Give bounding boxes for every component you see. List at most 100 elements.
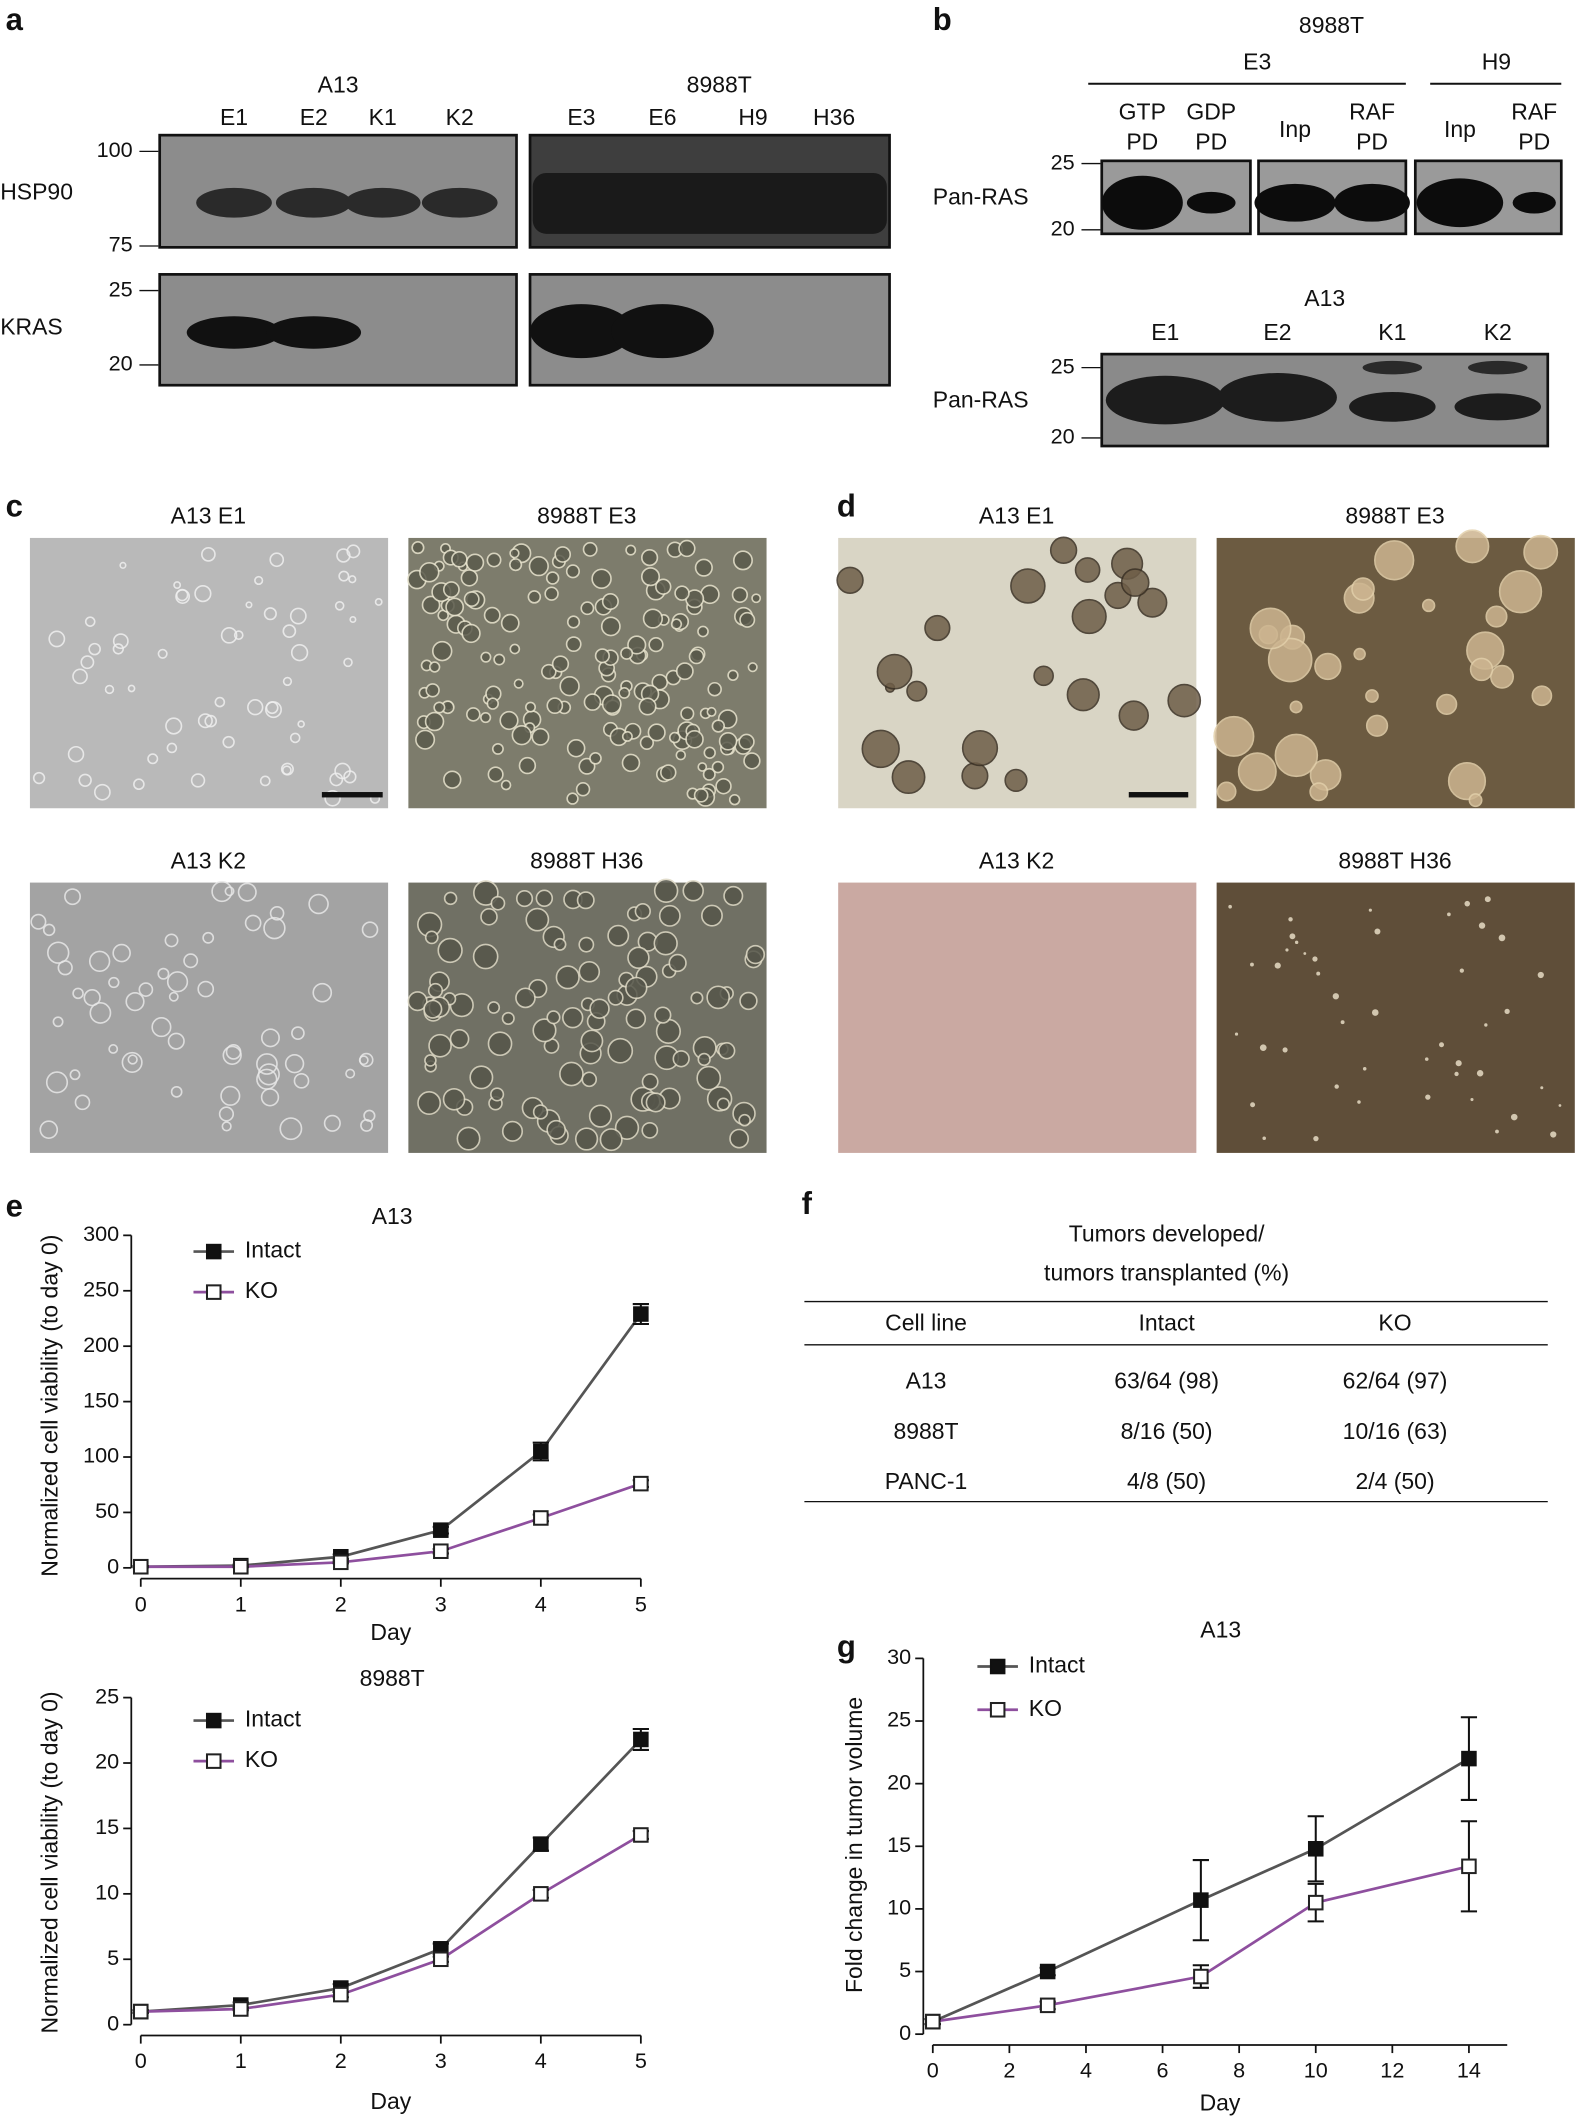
cell [588, 1104, 613, 1128]
table-cell: 10/16 (63) [1343, 1418, 1448, 1444]
marker-label: 20 [1051, 215, 1075, 240]
band [1362, 360, 1423, 375]
band [1416, 178, 1504, 228]
cell [121, 1051, 143, 1073]
cell [640, 567, 661, 587]
cell [493, 653, 506, 666]
cell [551, 655, 570, 673]
cell [308, 893, 329, 915]
cell [211, 880, 233, 903]
cell [1004, 768, 1028, 793]
cell [1250, 1102, 1256, 1108]
cell [297, 720, 305, 728]
lane-label: PD [1356, 128, 1388, 154]
cell [876, 653, 913, 690]
cell [289, 732, 301, 744]
cell [1340, 1020, 1345, 1025]
cell [338, 570, 350, 582]
cell [1425, 1094, 1431, 1100]
cell [428, 1033, 452, 1058]
cell [1312, 956, 1318, 962]
cell [641, 1121, 659, 1139]
series-line [140, 1833, 642, 2013]
y-tick-label: 30 [887, 1644, 911, 1669]
cell [500, 613, 520, 633]
cell [501, 1011, 515, 1025]
cell [480, 908, 498, 926]
image-title: 8988T E3 [1345, 503, 1444, 529]
cell [1478, 922, 1486, 929]
x-tick-label: 6 [1157, 2058, 1169, 2083]
row-label: Pan-RAS [933, 184, 1029, 210]
cell [751, 593, 762, 604]
cell [690, 991, 704, 1005]
cell [583, 693, 602, 711]
cell [675, 749, 687, 761]
marker [1039, 1997, 1056, 2014]
cell [247, 699, 264, 716]
cell [487, 1031, 513, 1057]
y-tick-label: 20 [887, 1769, 911, 1794]
cell [1374, 928, 1381, 935]
cell [545, 571, 560, 585]
legend-label: Intact [1029, 1652, 1086, 1678]
cell [546, 697, 564, 715]
panel-letter: b [933, 2, 952, 37]
cell [88, 950, 111, 972]
cell [460, 569, 479, 587]
x-tick-label: 0 [135, 1591, 147, 1616]
cell [483, 606, 501, 624]
cell [499, 710, 519, 731]
cell [1071, 598, 1107, 635]
cell [428, 661, 441, 673]
cell [490, 1087, 505, 1102]
cell [697, 762, 708, 772]
cell [553, 937, 567, 951]
cell [221, 1121, 232, 1132]
band [1254, 183, 1336, 222]
cell [424, 711, 445, 732]
cell [701, 904, 723, 927]
cell [906, 680, 928, 702]
cell [289, 607, 307, 625]
group-label: A13 [1304, 285, 1345, 311]
cell [442, 1087, 466, 1111]
x-tick-label: 2 [1003, 2058, 1015, 2083]
x-tick-label: 0 [927, 2058, 939, 2083]
cell [69, 1069, 81, 1081]
cell [83, 989, 101, 1007]
cell [256, 1053, 278, 1075]
cell [634, 903, 651, 920]
cell [601, 694, 622, 715]
cell [525, 907, 550, 932]
cell [515, 889, 534, 908]
cell [80, 655, 95, 670]
cell [1484, 1023, 1488, 1027]
cell [72, 668, 88, 685]
cell [1550, 1131, 1557, 1138]
cell [443, 891, 458, 906]
cell [1464, 900, 1471, 907]
cell [324, 790, 341, 807]
micrograph [29, 537, 389, 809]
cell [711, 719, 726, 733]
band [1101, 175, 1183, 230]
chart-title: A13 [372, 1203, 413, 1229]
cell [345, 1068, 356, 1079]
lane-label: K2 [1484, 319, 1512, 345]
cell [456, 1126, 481, 1151]
cell [562, 1006, 584, 1029]
cell [244, 914, 262, 932]
cell [707, 681, 722, 697]
cell [1374, 540, 1415, 581]
cell [112, 943, 131, 963]
marker [205, 1753, 222, 1769]
cell [112, 633, 129, 650]
band [421, 187, 498, 218]
y-tick-label: 10 [887, 1895, 911, 1920]
cell [738, 1113, 751, 1127]
panel-letter: f [802, 1186, 813, 1221]
cell [170, 1085, 183, 1098]
cell [566, 615, 581, 629]
cell [1495, 1129, 1499, 1134]
